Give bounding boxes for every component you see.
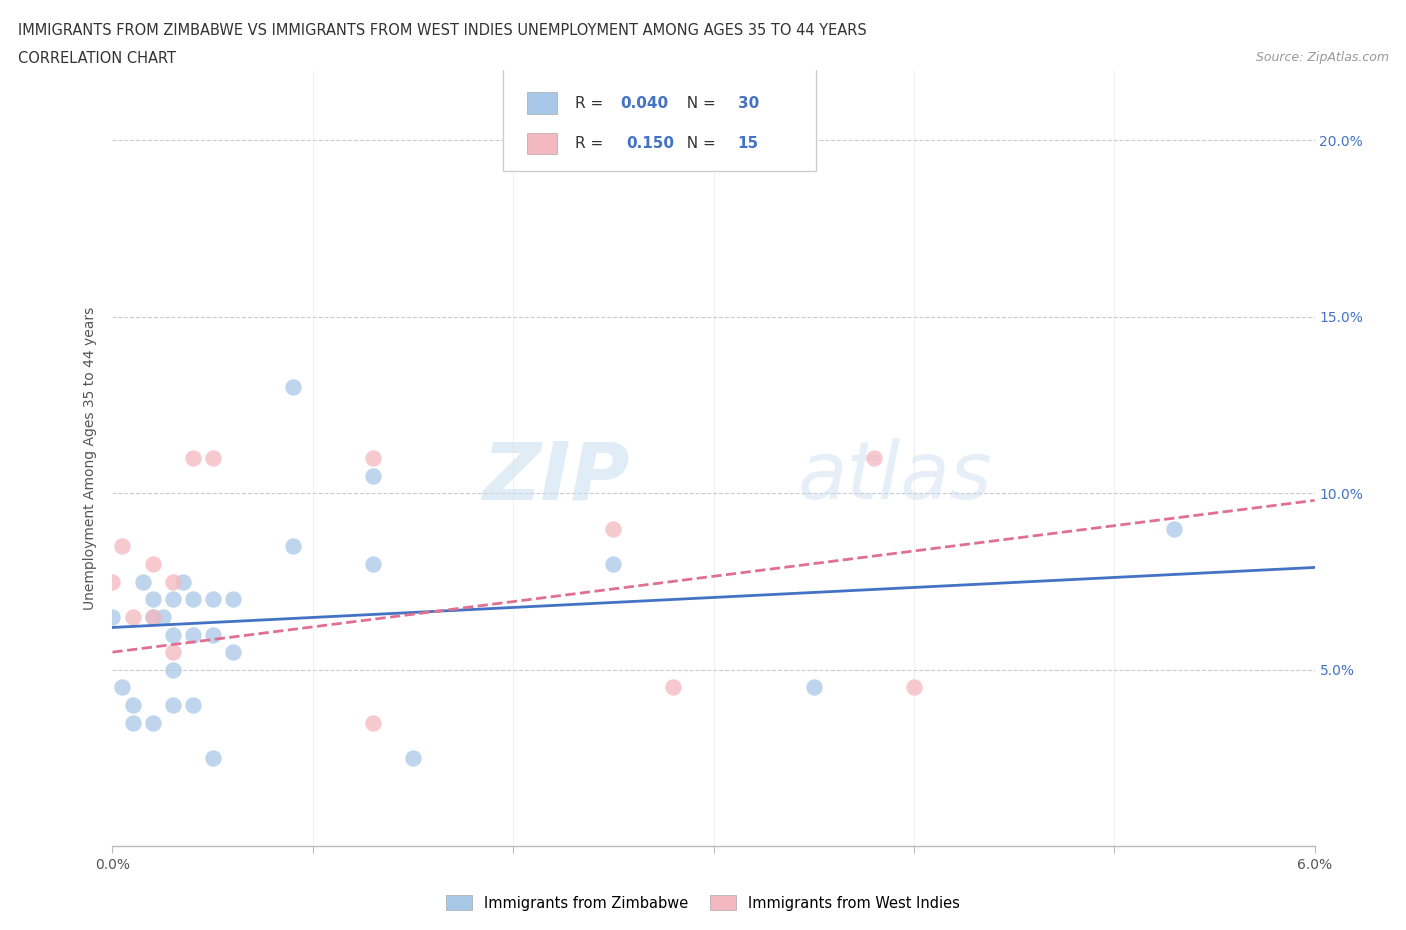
Point xyxy=(222,591,245,606)
Point xyxy=(361,468,384,483)
Point xyxy=(141,556,163,571)
Point xyxy=(281,380,304,395)
Text: IMMIGRANTS FROM ZIMBABWE VS IMMIGRANTS FROM WEST INDIES UNEMPLOYMENT AMONG AGES : IMMIGRANTS FROM ZIMBABWE VS IMMIGRANTS F… xyxy=(18,23,868,38)
Point xyxy=(361,451,384,466)
Point xyxy=(361,715,384,730)
Text: R =: R = xyxy=(575,96,609,111)
Point xyxy=(101,574,124,589)
Text: 15: 15 xyxy=(738,136,759,151)
Point xyxy=(201,751,224,765)
Legend: Immigrants from Zimbabwe, Immigrants from West Indies: Immigrants from Zimbabwe, Immigrants fro… xyxy=(439,888,967,918)
Point xyxy=(131,574,153,589)
Text: atlas: atlas xyxy=(797,438,993,516)
Point xyxy=(201,591,224,606)
Point xyxy=(121,609,143,624)
Point xyxy=(181,627,204,642)
Point xyxy=(162,574,184,589)
Point xyxy=(402,751,425,765)
Point xyxy=(172,574,194,589)
Text: CORRELATION CHART: CORRELATION CHART xyxy=(18,51,176,66)
FancyBboxPatch shape xyxy=(503,66,815,171)
Point xyxy=(141,715,163,730)
Point xyxy=(1163,521,1185,536)
Point xyxy=(602,521,624,536)
Y-axis label: Unemployment Among Ages 35 to 44 years: Unemployment Among Ages 35 to 44 years xyxy=(83,306,97,610)
FancyBboxPatch shape xyxy=(527,133,557,154)
Point xyxy=(162,698,184,712)
Point xyxy=(101,609,124,624)
Point xyxy=(141,609,163,624)
Point xyxy=(803,680,825,695)
Text: ZIP: ZIP xyxy=(482,438,630,516)
Point xyxy=(201,627,224,642)
Point xyxy=(162,662,184,677)
Point xyxy=(162,627,184,642)
Text: 30: 30 xyxy=(738,96,759,111)
Text: 0.040: 0.040 xyxy=(620,96,668,111)
Point xyxy=(152,609,174,624)
Point xyxy=(162,644,184,659)
Point xyxy=(602,556,624,571)
Text: N =: N = xyxy=(678,136,721,151)
Point xyxy=(862,451,886,466)
Point xyxy=(181,591,204,606)
Point xyxy=(111,538,134,553)
Point xyxy=(181,698,204,712)
Point xyxy=(162,591,184,606)
Text: N =: N = xyxy=(678,96,721,111)
FancyBboxPatch shape xyxy=(527,92,557,114)
Text: R =: R = xyxy=(575,136,613,151)
Text: Source: ZipAtlas.com: Source: ZipAtlas.com xyxy=(1256,51,1389,64)
Point xyxy=(361,556,384,571)
Point xyxy=(181,451,204,466)
Point xyxy=(111,680,134,695)
Text: 0.150: 0.150 xyxy=(626,136,673,151)
Point xyxy=(281,538,304,553)
Point xyxy=(201,451,224,466)
Point xyxy=(903,680,925,695)
Point xyxy=(121,698,143,712)
Point xyxy=(141,609,163,624)
Point xyxy=(662,680,685,695)
Point xyxy=(121,715,143,730)
Point xyxy=(222,644,245,659)
Point xyxy=(141,591,163,606)
